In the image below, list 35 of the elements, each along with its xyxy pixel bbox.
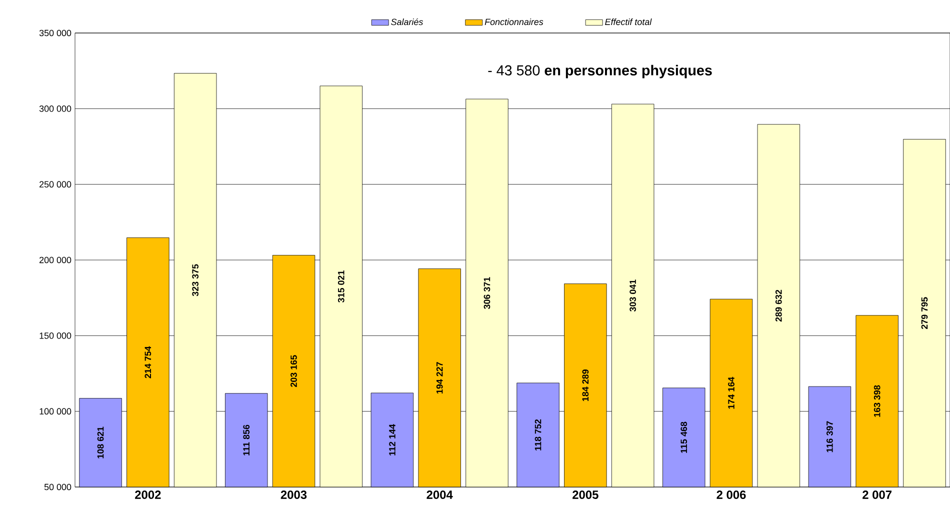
data-label: 174 164 [728, 376, 734, 409]
data-label: 115 468 [680, 422, 688, 453]
y-tick-label: 300 000 [39, 105, 72, 112]
legend-label: Fonctionnaires [484, 18, 544, 26]
x-tick-label: 2003 [280, 490, 307, 500]
x-tick-label: 2 007 [862, 490, 892, 499]
y-tick-label: 150 000 [40, 332, 72, 339]
data-label: 306 371 [484, 277, 490, 310]
annotation: - 43 580 en personnes physiques [488, 64, 712, 78]
data-label: 108 621 [97, 426, 104, 458]
data-label: 203 165 [290, 355, 297, 387]
data-label: 163 398 [874, 385, 880, 417]
x-tick-label: 2004 [426, 490, 453, 499]
x-tick-label: 2002 [135, 490, 161, 499]
y-tick-label: 50 000 [44, 484, 72, 490]
data-label: 214 754 [144, 346, 152, 378]
x-tick-label: 2005 [572, 490, 598, 499]
data-label: 118 752 [534, 419, 542, 450]
y-tick-label: 100 000 [40, 408, 72, 415]
y-tick-label: 350 000 [39, 30, 72, 36]
data-label: 194 227 [436, 362, 443, 394]
data-label: 279 795 [921, 297, 928, 330]
y-tick-label: 250 000 [40, 181, 72, 188]
data-label: 112 144 [389, 424, 396, 456]
y-tick-label: 200 000 [40, 256, 72, 264]
data-label: 303 041 [630, 280, 636, 312]
data-label: 289 632 [775, 290, 782, 322]
legend-label: Effectif total [605, 18, 652, 26]
x-tick-label: 2 006 [716, 490, 746, 499]
data-label: 315 021 [338, 270, 344, 302]
data-label: 111 856 [243, 424, 250, 456]
data-label: 184 289 [582, 370, 589, 402]
data-label: 323 375 [192, 264, 198, 296]
data-label: 116 397 [826, 421, 833, 452]
legend-label: Salariés [391, 18, 423, 26]
